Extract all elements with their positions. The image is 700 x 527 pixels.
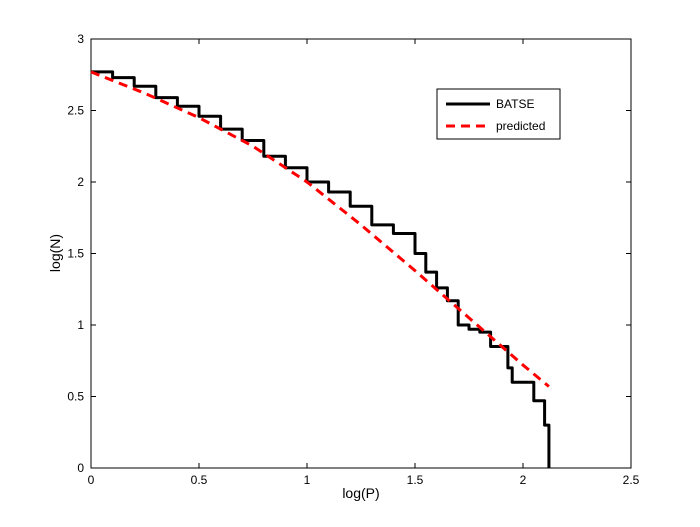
y-tick-label: 2	[77, 175, 84, 189]
x-tick-label: 2	[520, 473, 527, 487]
x-axis-label: log(P)	[342, 485, 379, 501]
y-tick-label: 0.5	[67, 390, 84, 404]
x-tick-label: 1	[304, 473, 311, 487]
x-tick-label: 0	[88, 473, 95, 487]
legend-box	[436, 88, 561, 140]
series-line-batse	[91, 70, 551, 468]
series-line-predicted	[90, 70, 550, 388]
y-tick-label: 1.5	[67, 247, 84, 261]
y-axis-label: log(N)	[47, 234, 63, 272]
legend-label-batse: BATSE	[496, 97, 534, 111]
x-tick-label: 2.5	[623, 473, 640, 487]
x-tick-label: 1.5	[407, 473, 424, 487]
y-tick-label: 3	[77, 32, 84, 46]
series-layer	[90, 70, 551, 468]
x-tick-label: 0.5	[191, 473, 208, 487]
y-tick-label: 0	[77, 461, 84, 475]
y-tick-label: 2.5	[67, 104, 84, 118]
legend-label-predicted: predicted	[496, 119, 545, 133]
axis-ticks: 0 0.5 1 1.5 2 2.5 0 0.5 1 1.5 2 2.5 3	[67, 32, 639, 487]
legend: BATSE predicted	[436, 88, 561, 140]
y-tick-label: 1	[77, 318, 84, 332]
